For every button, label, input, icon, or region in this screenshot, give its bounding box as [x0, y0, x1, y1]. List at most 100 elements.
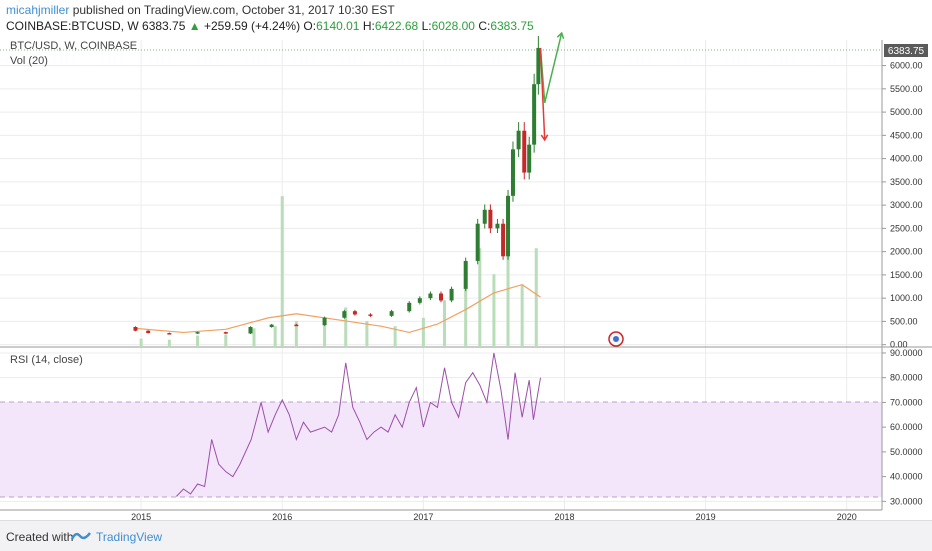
candle-body	[506, 195, 511, 257]
volume-bar	[520, 284, 524, 347]
volume-bar	[196, 335, 200, 347]
change-up-icon: ▲	[188, 19, 201, 33]
volume-bar	[224, 334, 228, 347]
candle-body	[322, 317, 327, 326]
volume-bar	[443, 300, 447, 347]
symbol-label: COINBASE:BTCUSD, W	[6, 19, 139, 33]
candle-body	[146, 330, 151, 334]
last-price: 6383.75	[142, 19, 186, 33]
tradingview-brand-link[interactable]: TradingView	[96, 530, 163, 544]
volume-bar	[421, 317, 425, 347]
x-tick-label: 2020	[837, 512, 857, 520]
candle-body	[133, 326, 138, 331]
x-tick-label: 2019	[696, 512, 716, 520]
volume-bar	[506, 253, 510, 347]
rsi-band	[0, 402, 882, 497]
low-label: L:	[421, 19, 432, 33]
volume-bar	[167, 339, 171, 347]
volume-bar	[464, 284, 468, 347]
candle-body	[389, 311, 394, 316]
rsi-tick-label: 90.0000	[890, 348, 923, 358]
ohlc-bar: COINBASE:BTCUSD, W 6383.75 ▲ +259.59 (+4…	[6, 19, 534, 33]
rsi-tick-label: 80.0000	[890, 373, 923, 383]
candle-body	[248, 326, 253, 334]
volume-bar	[139, 338, 143, 347]
author-link[interactable]: micahjmiller	[6, 3, 70, 17]
price-tick-label: 3000.00	[890, 200, 923, 210]
price-tick-label: 2000.00	[890, 247, 923, 257]
projection-down-arrow-head	[540, 134, 549, 142]
last-price-tag	[884, 44, 928, 57]
candle-body	[501, 223, 506, 257]
price-tick-label: 0.00	[890, 340, 908, 350]
candle-body	[417, 298, 422, 303]
price-tick-label: 500.00	[890, 316, 918, 326]
volume-bar	[323, 324, 327, 347]
rsi-tick-label: 30.0000	[890, 496, 923, 506]
x-tick-label: 2016	[272, 512, 292, 520]
publish-text: published on TradingView.com, October 31…	[72, 3, 395, 17]
price-tick-label: 6000.00	[890, 61, 923, 71]
candle-body	[269, 324, 274, 327]
price-tick-label: 2500.00	[890, 223, 923, 233]
rsi-pane-title: RSI (14, close)	[10, 354, 83, 366]
publish-info: micahjmiller published on TradingView.co…	[6, 3, 395, 17]
price-tick-label: 1500.00	[890, 270, 923, 280]
rsi-tick-label: 60.0000	[890, 422, 923, 432]
volume-bar	[393, 326, 397, 347]
projection-up-arrow	[539, 32, 563, 103]
candle-body	[495, 223, 500, 229]
candle-body	[368, 314, 373, 316]
last-price-tag-text: 6383.75	[888, 46, 925, 57]
close-value: 6383.75	[490, 19, 534, 33]
volume-bar	[252, 328, 256, 347]
candle-body	[532, 84, 537, 145]
volume-ma-line	[134, 283, 541, 334]
price-tick-label: 4000.00	[890, 154, 923, 164]
high-value: 6422.68	[374, 19, 419, 33]
price-tick-label: 4500.00	[890, 130, 923, 140]
price-pane-title: BTC/USD, W, COINBASE	[10, 40, 137, 52]
price-tick-label: 3500.00	[890, 177, 923, 187]
volume-bar	[534, 248, 538, 347]
volume-bar	[478, 248, 482, 347]
projection-down-arrow	[539, 47, 546, 141]
candle-body	[439, 293, 443, 301]
candle-body	[516, 130, 521, 150]
candle-body	[223, 332, 228, 334]
rsi-tick-label: 70.0000	[890, 397, 923, 407]
close-label: C:	[478, 19, 491, 33]
x-tick-label: 2018	[554, 512, 574, 520]
candle-body	[449, 288, 454, 301]
candle-body	[428, 293, 433, 299]
price-tick-label: 1000.00	[890, 293, 923, 303]
candle-body	[463, 260, 468, 289]
volume-bar	[365, 321, 369, 347]
footer: Created with TradingView	[0, 520, 932, 551]
created-with-text: Created with	[6, 530, 74, 544]
volume-bar	[294, 321, 298, 347]
candle-body	[488, 209, 493, 229]
candle-body	[407, 302, 412, 312]
volume-bar	[280, 196, 284, 347]
candle-body	[167, 333, 172, 335]
price-tick-label: 5000.00	[890, 107, 923, 117]
candle-body	[342, 311, 347, 318]
price-tick-label: 5500.00	[890, 84, 923, 94]
low-value: 6028.00	[431, 19, 475, 33]
projection-up-arrow-head	[556, 31, 565, 39]
candle-body	[294, 324, 299, 327]
x-tick-label: 2017	[413, 512, 433, 520]
chart-area[interactable]: BTC/USD, W, COINBASE Vol (20) RSI (14, c…	[0, 0, 932, 520]
rsi-line	[176, 352, 541, 497]
event-marker-icon[interactable]	[608, 331, 624, 347]
candle-body	[195, 332, 200, 334]
rsi-tick-label: 40.0000	[890, 472, 923, 482]
volume-pane-title: Vol (20)	[10, 55, 48, 67]
candle-body	[527, 144, 532, 173]
rsi-tick-label: 50.0000	[890, 447, 923, 457]
high-label: H:	[362, 19, 375, 33]
candle-body	[522, 130, 527, 173]
volume-bar	[492, 274, 496, 347]
candle-body	[352, 311, 357, 315]
